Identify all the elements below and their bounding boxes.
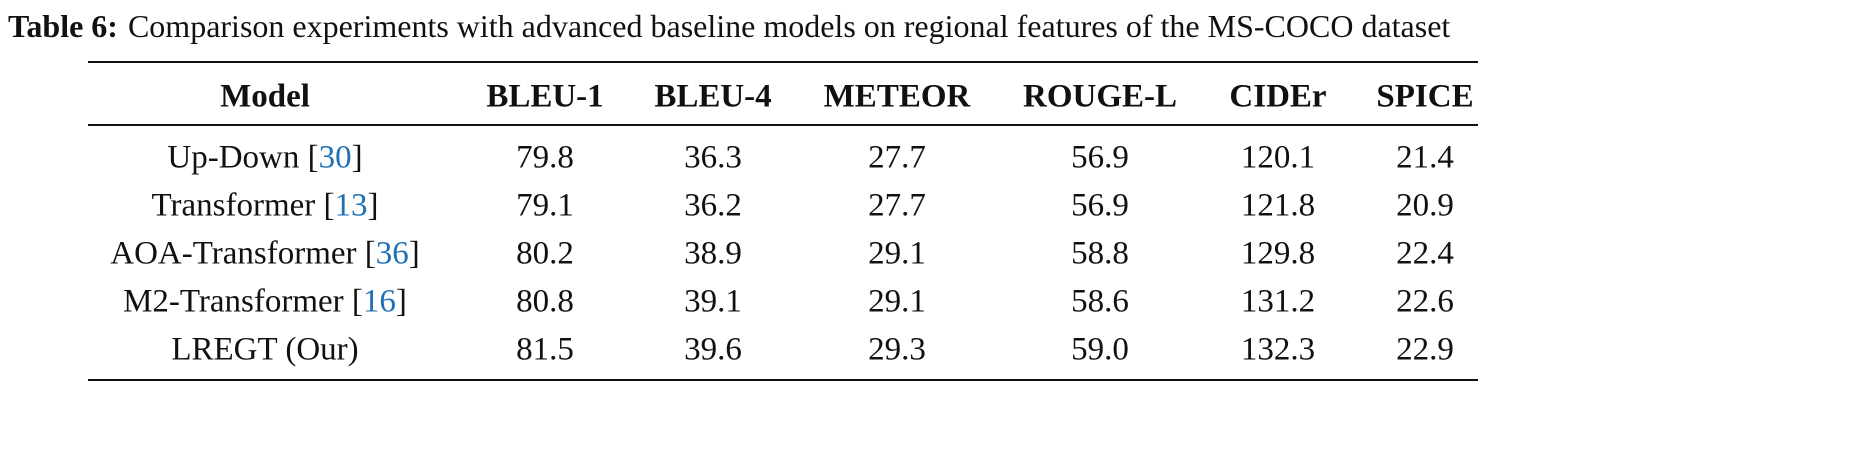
- caption-text: Comparison experiments with advanced bas…: [127, 8, 1451, 44]
- bracket: [: [364, 235, 376, 272]
- model-name: Transformer: [151, 187, 316, 224]
- value-cell: 27.7: [868, 139, 926, 176]
- citation[interactable]: 16: [362, 283, 396, 320]
- value-cell: 29.1: [868, 283, 926, 320]
- model-name: M2-Transformer: [123, 283, 344, 320]
- value-cell: 131.2: [1240, 283, 1316, 320]
- header-cell: SPICE: [1376, 78, 1474, 115]
- header-cell: METEOR: [823, 78, 971, 115]
- value-cell: 79.8: [516, 139, 574, 176]
- bottom-rule: [88, 379, 1478, 381]
- model-name: LREGT (Our): [171, 331, 359, 368]
- header-cell: CIDEr: [1229, 78, 1327, 115]
- value-cell: 80.8: [516, 283, 574, 320]
- model-name: Up-Down: [167, 139, 300, 176]
- value-cell: 22.6: [1396, 283, 1454, 320]
- bracket: ]: [351, 139, 363, 176]
- value-cell: 20.9: [1396, 187, 1454, 224]
- model-cell: M2-Transformer [16]: [123, 284, 407, 321]
- value-cell: 22.4: [1396, 235, 1454, 272]
- value-cell: 132.3: [1240, 331, 1316, 368]
- value-cell: 29.1: [868, 235, 926, 272]
- header-cell: ROUGE-L: [1022, 78, 1178, 115]
- value-cell: 81.5: [516, 331, 574, 368]
- top-rule: [88, 61, 1478, 63]
- citation[interactable]: 30: [318, 139, 352, 176]
- value-cell: 22.9: [1396, 331, 1454, 368]
- bracket: [: [307, 139, 319, 176]
- value-cell: 39.1: [684, 283, 742, 320]
- value-cell: 58.6: [1071, 283, 1129, 320]
- bracket: ]: [408, 235, 420, 272]
- bracket: ]: [395, 283, 407, 320]
- mid-rule: [88, 124, 1478, 126]
- value-cell: 56.9: [1071, 187, 1129, 224]
- citation[interactable]: 13: [334, 187, 368, 224]
- bracket: ]: [367, 187, 379, 224]
- value-cell: 27.7: [868, 187, 926, 224]
- value-cell: 79.1: [516, 187, 574, 224]
- value-cell: 38.9: [684, 235, 742, 272]
- value-cell: 39.6: [684, 331, 742, 368]
- model-cell: AOA-Transformer [36]: [110, 236, 420, 273]
- value-cell: 36.3: [684, 139, 742, 176]
- bracket: [: [351, 283, 363, 320]
- model-cell: LREGT (Our): [171, 332, 358, 369]
- value-cell: 80.2: [516, 235, 574, 272]
- caption-label: Table 6:: [8, 8, 118, 44]
- model-name: AOA-Transformer: [110, 235, 357, 272]
- header-cell: BLEU-4: [654, 78, 772, 115]
- value-cell: 59.0: [1071, 331, 1129, 368]
- value-cell: 120.1: [1240, 139, 1316, 176]
- citation[interactable]: 36: [375, 235, 409, 272]
- bracket: [: [323, 187, 335, 224]
- header-cell: Model: [220, 78, 310, 115]
- value-cell: 56.9: [1071, 139, 1129, 176]
- value-cell: 29.3: [868, 331, 926, 368]
- value-cell: 58.8: [1071, 235, 1129, 272]
- value-cell: 121.8: [1240, 187, 1316, 224]
- value-cell: 36.2: [684, 187, 742, 224]
- header-cell: BLEU-1: [486, 78, 604, 115]
- value-cell: 129.8: [1240, 235, 1316, 272]
- model-cell: Up-Down [30]: [167, 140, 362, 177]
- caption: Table 6: Comparison experiments with adva…: [8, 8, 1450, 45]
- model-cell: Transformer [13]: [151, 188, 378, 225]
- value-cell: 21.4: [1396, 139, 1454, 176]
